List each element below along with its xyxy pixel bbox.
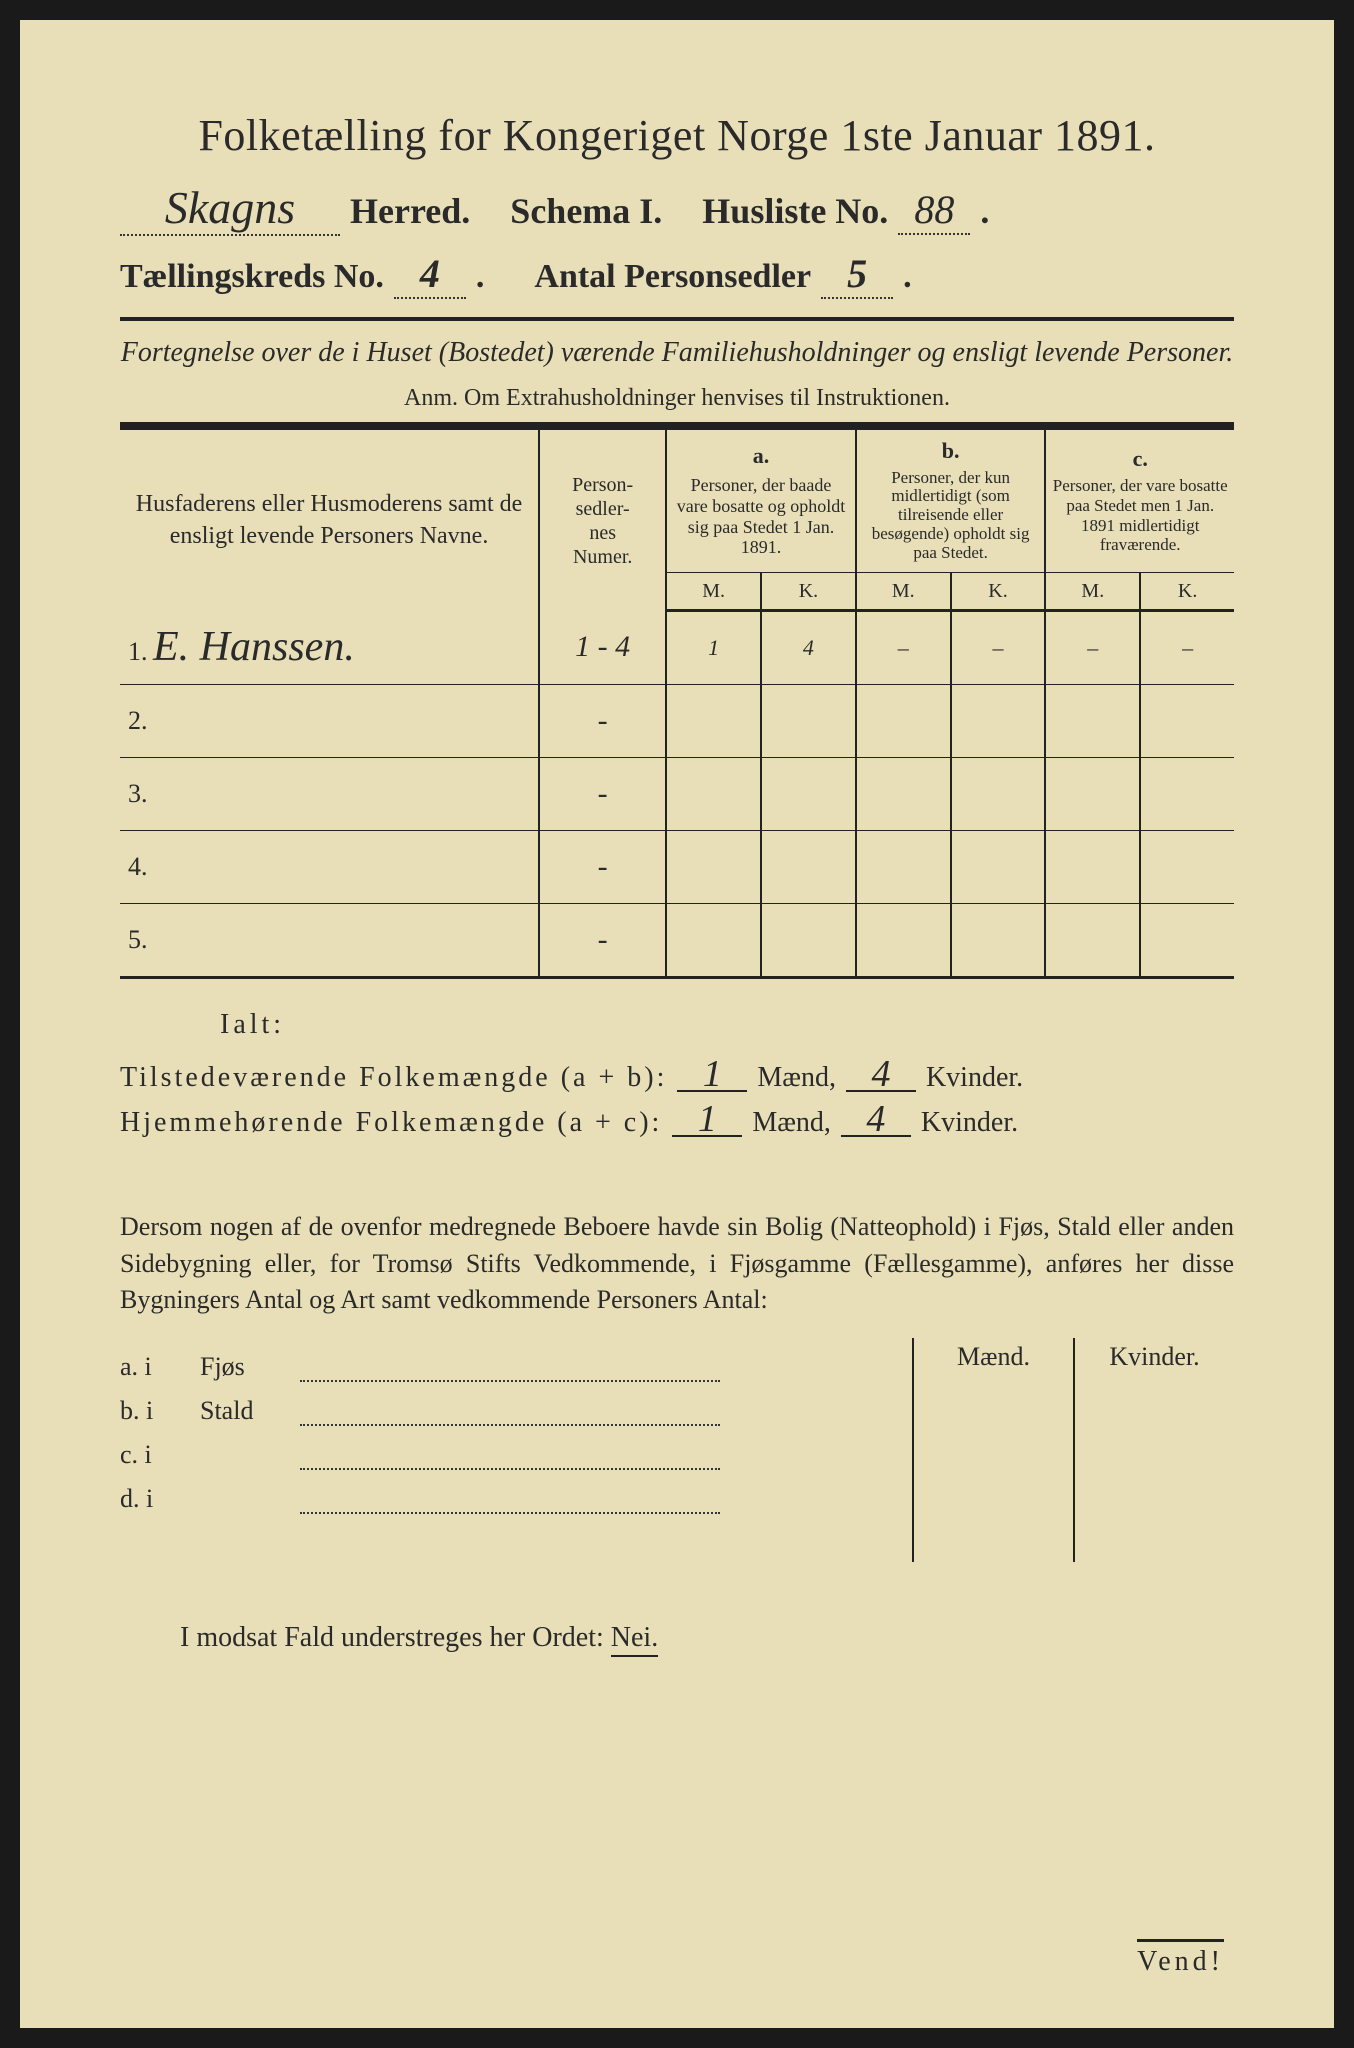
- paragraph: Dersom nogen af de ovenfor medregnede Be…: [120, 1209, 1234, 1318]
- antal-handwritten: 5: [821, 250, 893, 299]
- ialt-label: Ialt:: [220, 1009, 1234, 1041]
- table-row: 3. -: [120, 758, 1234, 831]
- divider: [120, 317, 1234, 321]
- building-mk-cols: Mænd. Kvinder.: [912, 1338, 1234, 1562]
- mk-header: M.: [1045, 573, 1140, 611]
- mk-header: K.: [761, 573, 856, 611]
- building-row: c. i: [120, 1440, 912, 1470]
- nei-line: I modsat Fald understreges her Ordet: Ne…: [180, 1622, 1234, 1654]
- building-row: a. iFjøs: [120, 1352, 912, 1382]
- subtitle: Fortegnelse over de i Huset (Bostedet) v…: [120, 335, 1234, 371]
- building-row: d. i: [120, 1484, 912, 1514]
- herred-handwritten: Skagns: [120, 181, 340, 236]
- table-row: 2. -: [120, 685, 1234, 758]
- header-row-kreds: Tællingskreds No. 4 . Antal Personsedler…: [120, 250, 1234, 299]
- anm-note: Anm. Om Extrahusholdninger henvises til …: [120, 385, 1234, 412]
- building-row: b. iStald: [120, 1396, 912, 1426]
- nei-word: Nei.: [611, 1622, 658, 1657]
- col-header-numer: Person- sedler- nes Numer.: [539, 428, 666, 610]
- antal-label: Antal Personsedler: [534, 258, 811, 296]
- schema-label: Schema I.: [510, 190, 662, 232]
- total-line-2: Hjemmehørende Folkemængde (a + c): 1 Mæn…: [120, 1104, 1234, 1139]
- building-rows: a. iFjøs b. iStald c. i d. i: [120, 1338, 912, 1562]
- census-table: Husfaderens eller Husmoderens samt de en…: [120, 426, 1234, 979]
- building-table: a. iFjøs b. iStald c. i d. i Mænd. Kvinder.: [120, 1338, 1234, 1562]
- husliste-handwritten: 88: [898, 186, 970, 235]
- kvinder-header: Kvinder.: [1073, 1338, 1234, 1382]
- total-1-k: 4: [846, 1059, 916, 1091]
- mk-header: K.: [951, 573, 1046, 611]
- total-2-k: 4: [841, 1104, 911, 1136]
- page-title: Folketælling for Kongeriget Norge 1ste J…: [120, 110, 1234, 161]
- table-row: 4. -: [120, 831, 1234, 904]
- col-header-name: Husfaderens eller Husmoderens samt de en…: [120, 428, 539, 610]
- herred-label: Herred.: [350, 190, 470, 232]
- vend-label: Vend!: [1137, 1939, 1224, 1978]
- col-header-a: a. Personer, der baade vare bosatte og o…: [666, 428, 856, 572]
- table-body: 1. E. Hanssen.1 - 414––––2. -3. -4. -5. …: [120, 611, 1234, 978]
- census-form-page: Folketælling for Kongeriget Norge 1ste J…: [0, 0, 1354, 2048]
- mk-header: K.: [1140, 573, 1234, 611]
- mk-header: M.: [856, 573, 951, 611]
- total-line-1: Tilstedeværende Folkemængde (a + b): 1 M…: [120, 1059, 1234, 1094]
- table-row: 5. -: [120, 904, 1234, 978]
- col-header-c: c. Personer, der vare bosatte paa Stedet…: [1045, 428, 1234, 572]
- husliste-label: Husliste No.: [702, 190, 888, 232]
- total-1-m: 1: [677, 1059, 747, 1091]
- table-row: 1. E. Hanssen.1 - 414––––: [120, 611, 1234, 685]
- totals-block: Ialt: Tilstedeværende Folkemængde (a + b…: [120, 1009, 1234, 1139]
- header-row-herred: Skagns Herred. Schema I. Husliste No. 88…: [120, 181, 1234, 236]
- mk-header: M.: [666, 573, 761, 611]
- col-header-b: b. Personer, der kun midlertidigt (som t…: [856, 428, 1046, 572]
- kreds-label: Tællingskreds No.: [120, 258, 384, 296]
- total-2-m: 1: [672, 1104, 742, 1136]
- kreds-handwritten: 4: [394, 250, 466, 299]
- maend-header: Mænd.: [914, 1338, 1073, 1382]
